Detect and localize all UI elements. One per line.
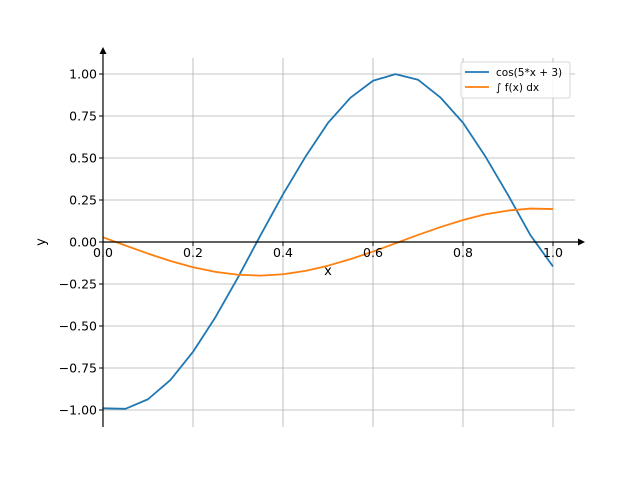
- x-tick-label: 0.0: [93, 245, 113, 260]
- y-axis-label: y: [34, 238, 49, 246]
- legend: cos(5*x + 3) ∫ f(x) dx: [460, 61, 571, 99]
- x-tick-label: 0.4: [273, 245, 293, 260]
- legend-label-0: cos(5*x + 3): [496, 67, 562, 79]
- y-tick-label: 0.00: [69, 235, 97, 250]
- x-axis-arrow: [578, 238, 585, 246]
- legend-box: [460, 61, 571, 99]
- x-tick-label: 1.0: [543, 245, 563, 260]
- series-line-1: [102, 207, 554, 277]
- x-axis-label: x: [324, 264, 332, 279]
- y-tick-label: 1.00: [69, 67, 97, 82]
- y-axis-arrow: [99, 47, 107, 54]
- legend-label-1: ∫ f(x) dx: [496, 82, 539, 94]
- tick-labels: 0.0 0.2 0.4 0.6 0.8 1.0 1.00 0.75 0.50 0.25 0.00 −0…: [59, 67, 563, 418]
- series-lines: [102, 73, 554, 410]
- x-tick-label: 0.8: [453, 245, 473, 260]
- y-tick-label: 0.75: [69, 109, 97, 124]
- series-line-0: [102, 73, 554, 410]
- y-tick-label: 0.25: [69, 193, 97, 208]
- x-tick-label: 0.2: [183, 245, 203, 260]
- y-tick-label: −0.75: [59, 361, 97, 376]
- y-tick-label: −0.25: [59, 277, 97, 292]
- y-tick-label: −1.00: [59, 403, 97, 418]
- axes: [99, 47, 585, 427]
- x-tick-label: 0.6: [363, 245, 383, 260]
- y-tick-label: −0.50: [59, 319, 97, 334]
- y-tick-label: 0.50: [69, 151, 97, 166]
